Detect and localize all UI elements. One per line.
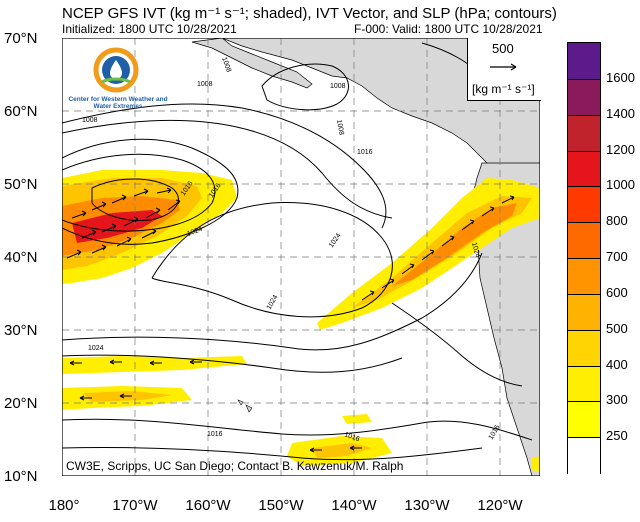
colorbar-bin bbox=[568, 186, 600, 224]
contour-label: 1024 bbox=[186, 226, 203, 238]
vector-legend-box bbox=[467, 38, 541, 101]
ivt-vectors bbox=[66, 187, 515, 453]
logo-org-name: Center for Western Weather and Water Ext… bbox=[68, 96, 168, 110]
ivt-shade-itcz-east-core bbox=[312, 443, 372, 458]
lon-label: 160°W bbox=[185, 497, 231, 514]
contour-label: 1008 bbox=[197, 81, 213, 88]
ivt-shade-east-ar-core bbox=[392, 203, 517, 286]
colorbar-bin bbox=[568, 114, 600, 152]
colorbar-label: 1000 bbox=[606, 177, 635, 193]
lat-label: 50°N bbox=[4, 176, 38, 193]
cw3e-logo bbox=[66, 44, 166, 104]
contour-label: 1008 bbox=[220, 56, 232, 73]
colorbar-label: 400 bbox=[606, 356, 628, 372]
colorbar-label: 800 bbox=[606, 213, 628, 229]
colorbar-label: 500 bbox=[606, 320, 628, 336]
land-hawaii bbox=[237, 399, 253, 413]
graticule bbox=[62, 38, 540, 476]
contour-label: 1008 bbox=[335, 119, 345, 136]
vector-legend-units: [kg m⁻¹ s⁻¹] bbox=[472, 82, 535, 96]
initialized-time: Initialized: 1800 UTC 10/28/2021 bbox=[62, 22, 237, 36]
ivt-shade-tropical-north bbox=[62, 356, 247, 374]
colorbar-bin bbox=[568, 43, 600, 79]
colorbar-bin bbox=[568, 437, 600, 474]
reference-arrow-icon bbox=[490, 63, 517, 71]
colorbar-bin bbox=[568, 293, 600, 331]
lat-label: 10°N bbox=[4, 468, 38, 485]
contour-label: 1024 bbox=[88, 345, 104, 352]
colorbar-bin bbox=[568, 150, 600, 188]
lon-label: 150°W bbox=[258, 497, 304, 514]
colorbar-label: 1600 bbox=[606, 69, 635, 85]
colorbar-label: 600 bbox=[606, 284, 628, 300]
colorbar-bin bbox=[568, 258, 600, 295]
ivt-colorbar bbox=[567, 42, 601, 474]
ivt-map: 1008 1008 1008 1008 1008 1016 1016 1016 … bbox=[62, 38, 540, 476]
credit-text: CW3E, Scripps, UC San Diego; Contact B. … bbox=[66, 459, 404, 473]
lat-label: 40°N bbox=[4, 249, 38, 266]
lon-label: 120°W bbox=[477, 497, 523, 514]
colorbar-bin bbox=[568, 329, 600, 367]
lat-label: 20°N bbox=[4, 395, 38, 412]
colorbar-label: 1400 bbox=[606, 105, 635, 121]
slp-contours bbox=[62, 42, 533, 461]
colorbar-bin bbox=[568, 222, 600, 259]
contour-label: 1024 bbox=[470, 242, 481, 259]
lat-label: 70°N bbox=[4, 30, 38, 47]
lon-label: 130°W bbox=[404, 497, 450, 514]
contour-label: 1016 bbox=[207, 431, 223, 438]
ivt-shade-small-east bbox=[342, 414, 372, 424]
vector-reference-value: 500 bbox=[492, 41, 514, 56]
colorbar-label: 250 bbox=[606, 428, 628, 444]
contour-label: 1016 bbox=[343, 431, 360, 443]
lon-label: 140°W bbox=[331, 497, 377, 514]
ivt-shade-west-ar-max bbox=[72, 210, 162, 243]
lat-label: 60°N bbox=[4, 103, 38, 120]
contour-label: 1016 bbox=[357, 149, 373, 156]
contour-label: 1008 bbox=[82, 117, 98, 124]
lon-label: 170°W bbox=[112, 497, 158, 514]
ivt-shade-small-far-east bbox=[532, 456, 540, 472]
colorbar-label: 1200 bbox=[606, 141, 635, 157]
lat-label: 30°N bbox=[4, 322, 38, 339]
colorbar-bin bbox=[568, 401, 600, 439]
lon-label: 180° bbox=[48, 497, 80, 514]
colorbar-label: 700 bbox=[606, 249, 628, 264]
colorbar-bin bbox=[568, 78, 600, 116]
land-alaska-peninsula bbox=[191, 38, 313, 89]
contour-label: 1008 bbox=[330, 83, 346, 90]
valid-time: F-000: Valid: 1800 UTC 10/28/2021 bbox=[354, 22, 543, 36]
map-title: NCEP GFS IVT (kg m⁻¹ s⁻¹; shaded), IVT V… bbox=[62, 5, 557, 22]
colorbar-label: 300 bbox=[606, 392, 628, 408]
colorbar-bin bbox=[568, 365, 600, 403]
